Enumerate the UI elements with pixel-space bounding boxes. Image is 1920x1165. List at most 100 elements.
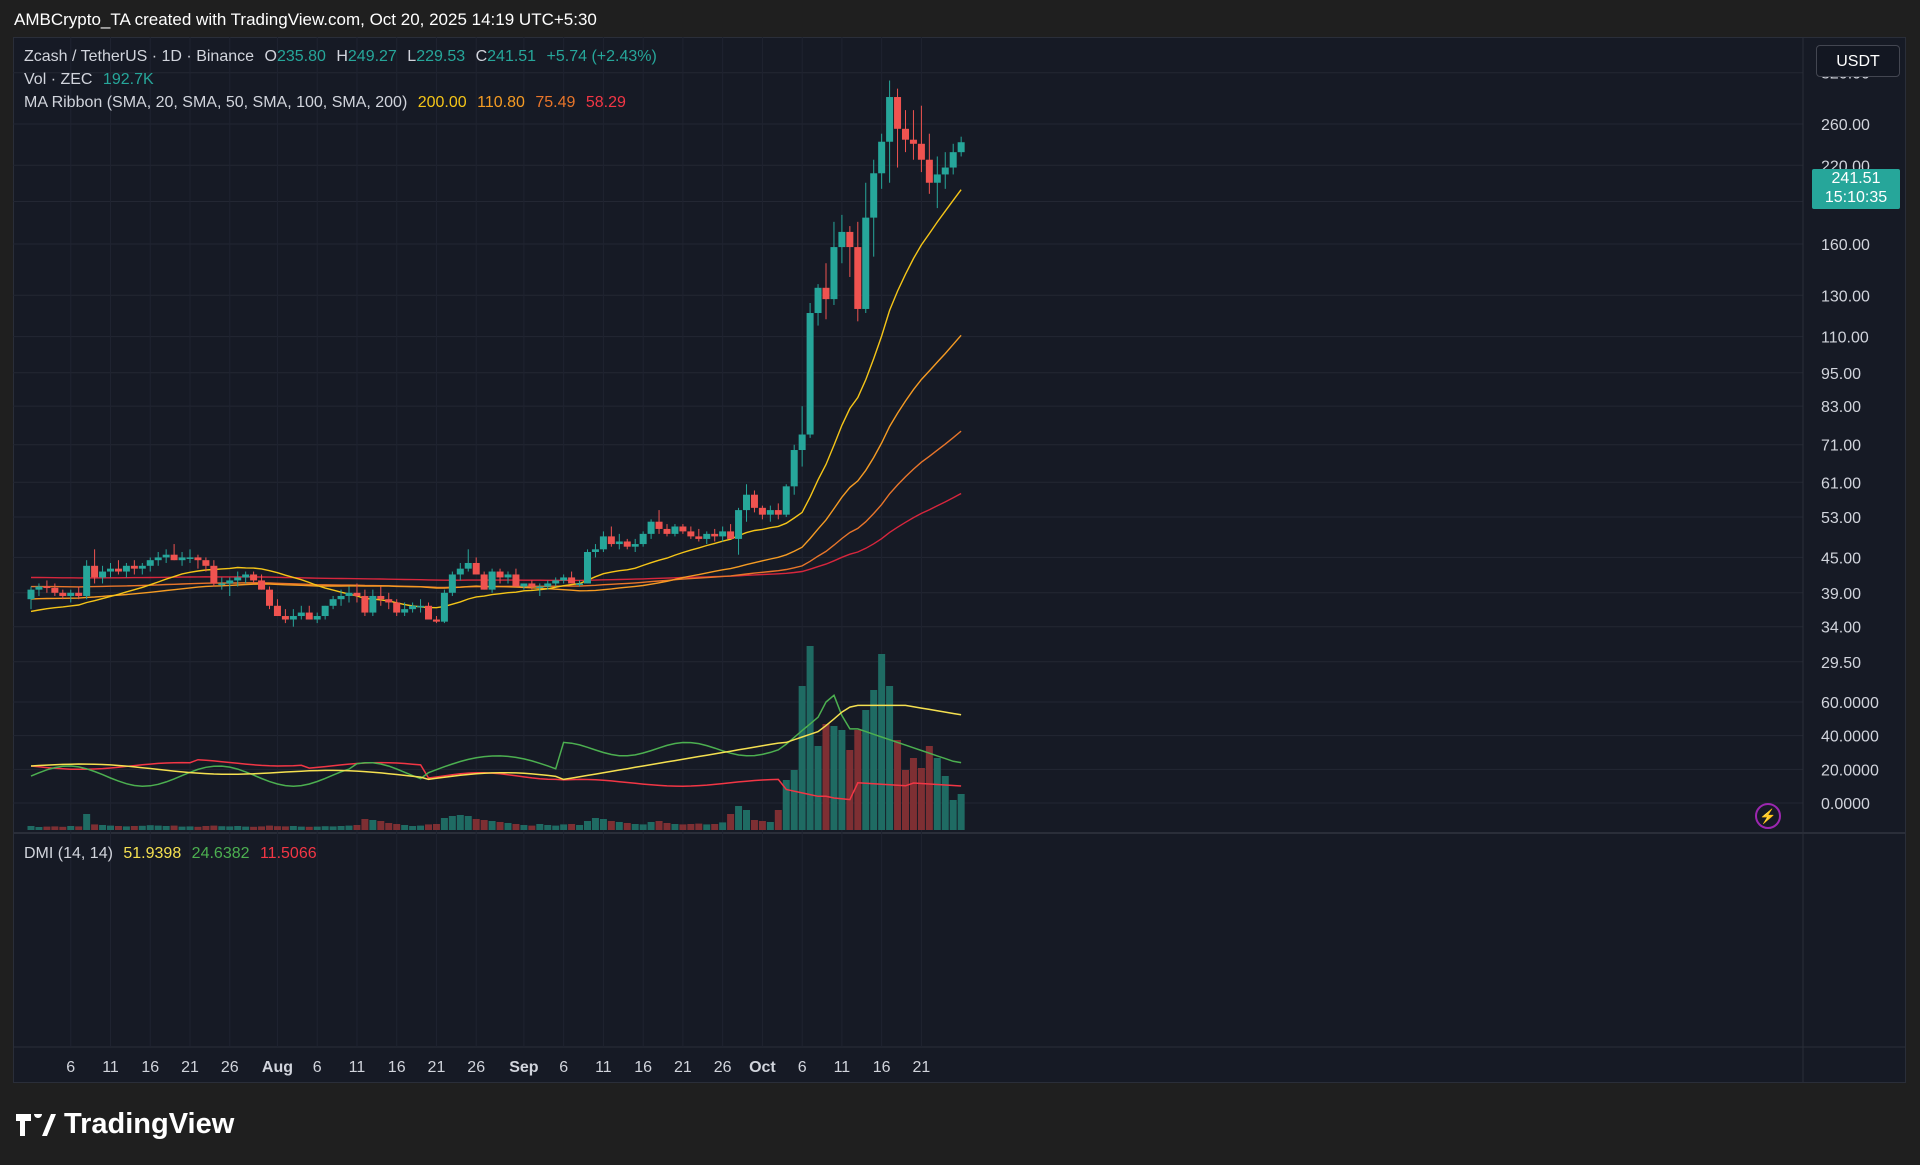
volume-bar-72 [599, 819, 607, 830]
ma200-line [31, 492, 962, 582]
volume-bar-95 [782, 780, 790, 830]
candle-body-76 [631, 544, 639, 547]
price-tick-label-14: 34.00 [1821, 620, 1861, 637]
currency-button[interactable]: USDT [1816, 45, 1900, 77]
price-tick-label-13: 39.00 [1821, 586, 1861, 603]
x-tick-label-8: 16 [388, 1059, 406, 1076]
candle-body-20 [186, 557, 194, 559]
candle-body-104 [854, 247, 862, 309]
x-tick-label-6: 6 [313, 1059, 322, 1076]
volume-bar-88 [727, 814, 735, 830]
volume-bar-35 [305, 826, 313, 830]
volume-bar-51 [432, 824, 440, 830]
volume-bar-87 [719, 822, 727, 830]
candle-body-13 [130, 565, 138, 569]
dmi-label: DMI (14, 14) [24, 845, 113, 862]
price-tick-label-1: 260.00 [1821, 117, 1870, 134]
x-tick-label-19: 11 [834, 1059, 851, 1076]
candle-body-45 [385, 599, 393, 603]
volume-bar-79 [655, 821, 663, 830]
candle-body-43 [369, 595, 377, 613]
candle-body-95 [782, 486, 790, 515]
change-value: +5.74 (+2.43%) [546, 48, 657, 65]
volume-bar-36 [313, 826, 321, 830]
volume-bar-39 [337, 826, 345, 830]
candle-body-29 [258, 580, 266, 590]
candle-body-112 [917, 143, 925, 160]
volume-bar-33 [289, 826, 297, 830]
candle-body-65 [544, 583, 552, 587]
price-tick-label-4: 160.00 [1821, 237, 1870, 254]
volume-bar-93 [766, 822, 774, 830]
volume-bar-40 [345, 825, 353, 830]
candle-body-18 [170, 554, 178, 561]
volume-bar-82 [679, 824, 687, 830]
volume-bar-96 [790, 770, 798, 830]
volume-bar-25 [226, 826, 234, 830]
volume-bar-15 [146, 825, 154, 830]
close-value: 241.51 [487, 48, 537, 65]
volume-bar-84 [695, 823, 703, 830]
candle-body-100 [822, 287, 830, 300]
candle-body-67 [560, 577, 568, 581]
candle-body-51 [432, 619, 440, 622]
volume-bar-59 [496, 822, 504, 830]
candle-body-66 [552, 580, 560, 584]
candle-body-110 [902, 128, 909, 140]
volume-bar-1 [35, 827, 43, 830]
lightning-icon[interactable]: ⚡ [1755, 803, 1781, 829]
price-tick-label-11: 53.00 [1821, 510, 1861, 527]
chart-frame[interactable] [13, 37, 1906, 1083]
candle-body-7 [83, 565, 91, 596]
ma100-line [31, 430, 962, 589]
adx-value: 51.9398 [123, 845, 182, 862]
volume-bar-83 [687, 824, 695, 830]
candle-body-3 [51, 587, 59, 593]
volume-bar-19 [178, 826, 186, 830]
volume-bar-115 [941, 776, 949, 830]
candle-body-63 [528, 583, 536, 587]
high-value: 249.27 [347, 48, 397, 65]
candle-body-23 [210, 565, 218, 584]
candle-body-41 [353, 592, 361, 596]
chart-canvas[interactable]: 6 11 16 21 26 Aug 6 11 16 21 26 Sep 6 11 16 21 26 Oct 6 11 1… [13, 37, 1906, 1083]
candle-body-71 [591, 549, 599, 552]
candle-body-61 [512, 574, 520, 587]
volume-bar-62 [520, 825, 528, 830]
x-tick-label-4: 26 [221, 1059, 239, 1076]
x-tick-label-17: Oct [749, 1059, 776, 1076]
price-tick-label-10: 61.00 [1821, 475, 1861, 492]
volume-bar-104 [854, 730, 862, 830]
volume-bar-100 [822, 724, 830, 830]
candle-body-54 [456, 568, 464, 575]
candle-body-53 [448, 574, 456, 593]
volume-bar-101 [830, 726, 838, 830]
volume-bar-76 [631, 824, 639, 830]
tradingview-logo-icon [16, 1113, 56, 1136]
volume-bar-21 [194, 826, 202, 830]
candle-body-42 [361, 595, 369, 613]
candle-body-46 [393, 602, 401, 613]
candle-body-6 [75, 592, 83, 596]
candle-body-74 [615, 541, 623, 545]
candle-body-21 [194, 557, 202, 561]
candle-body-25 [226, 580, 234, 584]
candle-body-40 [345, 592, 353, 596]
dmi-tick-label-2: 20.0000 [1821, 762, 1879, 779]
candle-body-73 [607, 536, 615, 545]
volume-bar-38 [329, 826, 337, 830]
candle-body-47 [401, 609, 409, 613]
minus-di-value: 11.5066 [259, 845, 317, 862]
volume-bar-116 [949, 800, 957, 830]
x-tick-label-15: 21 [674, 1059, 692, 1076]
open-label: O [264, 48, 277, 65]
volume-bar-53 [448, 816, 456, 830]
dmi-tick-label-1: 40.0000 [1821, 729, 1879, 746]
volume-bar-78 [647, 822, 655, 830]
candle-body-116 [949, 152, 957, 168]
candle-body-28 [250, 574, 258, 581]
volume-bar-56 [472, 819, 480, 830]
low-label: L [407, 48, 417, 65]
ma20-line [30, 189, 962, 613]
volume-bar-26 [234, 826, 242, 830]
